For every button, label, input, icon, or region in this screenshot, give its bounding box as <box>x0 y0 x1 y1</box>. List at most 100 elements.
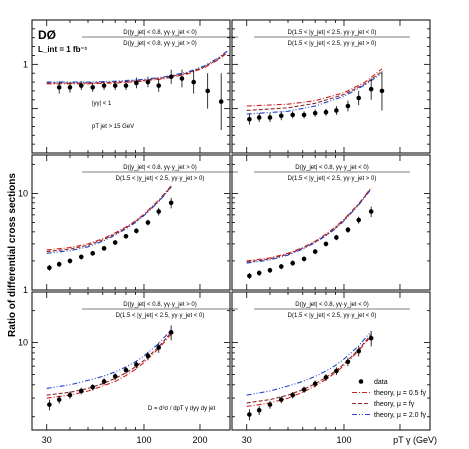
data-point <box>47 265 52 271</box>
ratio-denominator: D(1.5 < |y_jet| < 2.5, yγ·y_jet < 0) <box>116 313 205 319</box>
data-point <box>379 88 385 94</box>
data-point <box>312 381 318 386</box>
theory-curve <box>46 329 172 389</box>
data-point <box>134 80 139 86</box>
panel-frame-top-right <box>231 19 431 154</box>
data-point <box>278 113 284 119</box>
data-point <box>368 335 374 341</box>
data-point <box>356 348 362 354</box>
ratio-denominator: D(1.5 < |y_jet| < 2.5, yγ·y_jet < 0) <box>288 313 377 319</box>
data-point <box>56 85 62 90</box>
ratio-numerator: D(|y_jet| < 0.8, yγ·y_jet > 0) <box>123 165 196 171</box>
legend-label-mu1: theory, μ = fγ <box>374 401 415 408</box>
y-tick-label: 10 <box>18 338 28 348</box>
ratio-denominator: D(|y_jet| < 0.8, yγ·y_jet > 0) <box>123 41 196 47</box>
panel-frame-bottom-right <box>231 291 431 431</box>
data-point <box>145 353 151 359</box>
theory-curve <box>46 186 172 253</box>
legend-label-mu05: theory, μ = 0.5 fγ <box>374 390 426 397</box>
data-point <box>278 264 284 269</box>
data-point <box>191 79 196 85</box>
data-point <box>156 83 162 88</box>
cut-photon-rapidity: |yγ| < 1 <box>92 101 112 107</box>
data-point <box>47 402 52 407</box>
ratio-denominator: D(1.5 < |y_jet| < 2.5, yγ·y_jet > 0) <box>116 176 205 182</box>
data-point <box>78 388 84 394</box>
data-point <box>290 392 296 398</box>
data-point <box>101 83 107 88</box>
theory-curve <box>246 333 372 404</box>
data-point <box>90 250 96 256</box>
data-point <box>67 258 73 264</box>
ratio-numerator: D(|y_jet| < 0.8, yγ·y_jet > 0) <box>123 302 196 308</box>
data-point <box>267 267 273 273</box>
theory-curve <box>46 50 228 83</box>
data-point <box>256 270 262 276</box>
data-point <box>334 108 339 113</box>
data-point <box>67 85 73 90</box>
data-point <box>123 367 129 373</box>
data-point <box>90 384 96 390</box>
data-point <box>134 228 139 234</box>
panel-frame-top-left <box>31 19 231 154</box>
panel-frame-bottom-left <box>31 291 231 431</box>
data-point <box>368 209 374 214</box>
data-point <box>256 408 262 413</box>
data-point <box>247 117 252 122</box>
ratio-numerator: D(1.5 < |y_jet| < 2.5, yγ·y_jet < 0) <box>288 30 377 36</box>
theory-curve <box>246 188 372 264</box>
data-point <box>368 86 374 92</box>
theory-curve <box>46 51 228 84</box>
panels-group: 1 D(|y_jet| < 0.8, yγ·y_jet < 0) D(|y_jet|… <box>18 19 431 445</box>
legend-label-mu2: theory, μ = 2.0 fγ <box>374 412 426 419</box>
data-point <box>56 261 62 267</box>
legend-label-data: data <box>374 379 388 386</box>
experiment-label: DØ <box>38 28 56 42</box>
data-point <box>145 220 151 225</box>
ratio-numerator: D(|y_jet| < 0.8, yγ·y_jet < 0) <box>295 165 368 171</box>
data-point <box>345 359 351 365</box>
data-point <box>134 362 139 367</box>
ratio-numerator: D(|y_jet| < 0.8, yγ·y_jet < 0) <box>123 30 196 36</box>
data-point <box>168 200 174 206</box>
data-point <box>301 256 307 262</box>
theory-curve <box>46 52 228 85</box>
luminosity-label: L_int = 1 fb⁻¹ <box>38 45 88 54</box>
data-point <box>247 412 252 417</box>
theory-curve <box>46 185 172 251</box>
x-tick-label: 200 <box>192 435 207 445</box>
cross-section-formula: D = d³σ / dpT γ dyγ dy jet <box>148 406 215 412</box>
theory-curve <box>246 72 383 115</box>
data-point <box>156 209 162 214</box>
data-point <box>218 99 224 104</box>
data-point <box>334 368 339 374</box>
theory-curve <box>246 70 383 111</box>
theory-curve <box>246 335 372 408</box>
data-point <box>323 375 329 380</box>
x-tick-label: 30 <box>42 435 52 445</box>
data-point <box>123 233 129 239</box>
cut-jet-pt: pT jet > 15 GeV <box>92 124 134 130</box>
data-point <box>312 110 318 116</box>
legend-marker <box>358 379 364 384</box>
data-point <box>290 112 296 118</box>
data-point <box>312 249 318 254</box>
data-point <box>356 217 362 223</box>
y-tick-label: 10 <box>18 188 28 198</box>
data-point <box>323 109 329 115</box>
theory-curve <box>246 187 372 262</box>
x-tick-label: 30 <box>242 435 252 445</box>
data-point <box>168 74 174 80</box>
x-tick-label: 100 <box>336 435 351 445</box>
data-point <box>112 240 118 245</box>
data-point <box>267 402 273 407</box>
theory-curve <box>246 187 372 263</box>
data-point <box>205 88 210 94</box>
y-tick-label: 1 <box>23 285 28 295</box>
data-point <box>156 345 162 350</box>
data-point <box>90 85 96 90</box>
x-tick-label: 100 <box>136 435 151 445</box>
data-point <box>101 379 107 384</box>
data-point <box>290 260 296 266</box>
